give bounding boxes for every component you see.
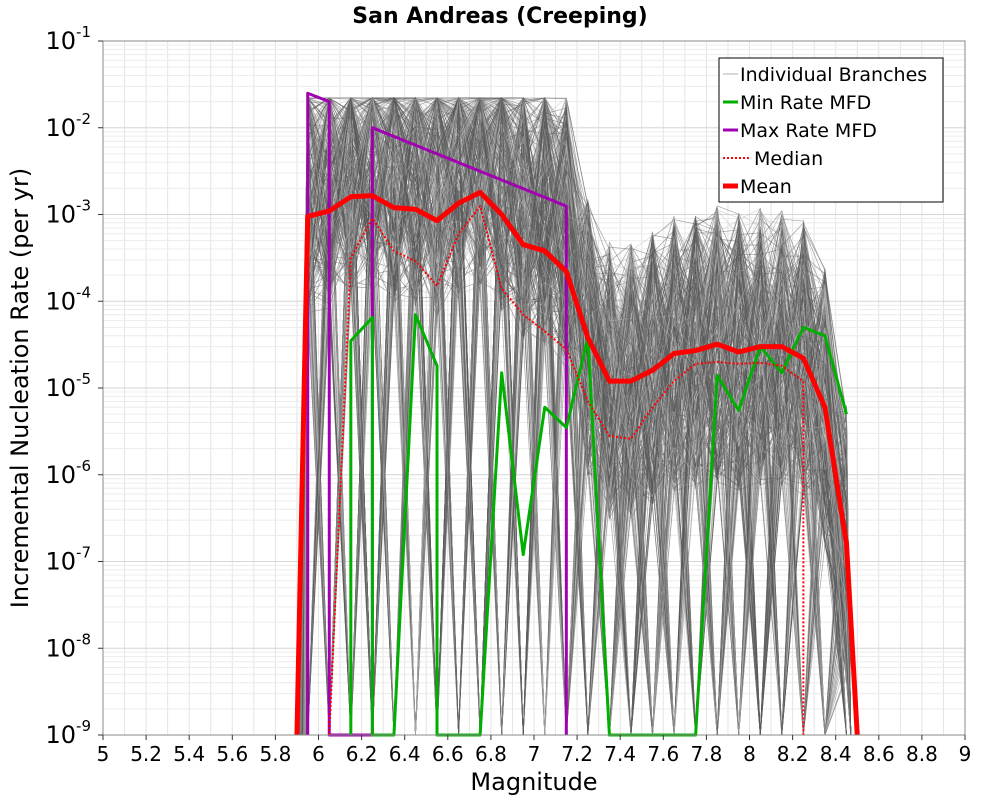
x-axis-title: Magnitude xyxy=(470,768,597,796)
branch-line xyxy=(299,97,852,736)
y-axis-title: Incremental Nucleation Rate (per yr) xyxy=(6,168,34,608)
x-tick-label: 5 xyxy=(97,742,110,766)
x-tick-label: 5.6 xyxy=(216,742,248,766)
legend-label-branches: Individual Branches xyxy=(740,64,927,86)
y-tick-label: 10-7 xyxy=(45,544,91,576)
branch-line xyxy=(305,97,852,736)
x-tick-label: 8 xyxy=(743,742,756,766)
legend-label-max: Max Rate MFD xyxy=(740,120,877,142)
x-tick-label: 6.8 xyxy=(475,742,507,766)
individual-branches xyxy=(296,96,852,736)
branch-line xyxy=(302,97,852,736)
branch-line xyxy=(306,97,852,736)
x-tick-label: 7 xyxy=(528,742,541,766)
x-tick-label: 7.2 xyxy=(561,742,593,766)
x-tick-label: 8.8 xyxy=(906,742,938,766)
branch-line xyxy=(297,97,852,736)
x-axis: 5 5.2 5.4 5.6 5.8 6 6.2 6.4 6.6 6.8 7 7.2 7.4 7.6 7.8 8… xyxy=(97,735,972,766)
branch-line xyxy=(303,97,852,736)
chart-title: San Andreas (Creeping) xyxy=(352,4,647,29)
x-tick-label: 5.8 xyxy=(259,742,291,766)
branch-line xyxy=(303,97,852,736)
branch-line xyxy=(305,97,852,736)
branch-line xyxy=(300,96,852,736)
x-tick-label: 6.2 xyxy=(346,742,378,766)
legend-box xyxy=(718,57,944,203)
x-tick-label: 5.4 xyxy=(173,742,205,766)
x-tick-label: 6 xyxy=(312,742,325,766)
legend-label-median: Median xyxy=(754,148,823,170)
x-tick-label: 6.6 xyxy=(432,742,464,766)
y-tick-label: 10-1 xyxy=(45,23,91,55)
y-tick-label: 10-9 xyxy=(45,717,91,749)
series-mean xyxy=(294,189,860,736)
y-tick-label: 10-8 xyxy=(45,630,91,662)
y-axis: 10-1 10-2 10-3 10-4 10-5 10-6 10-7 10-8 10-9 xyxy=(45,23,103,749)
branch-line xyxy=(303,97,852,736)
branch-line xyxy=(297,97,852,736)
x-tick-label: 6.4 xyxy=(389,742,421,766)
x-tick-label: 7.4 xyxy=(604,742,636,766)
branch-line xyxy=(303,96,852,736)
branch-line xyxy=(307,97,852,736)
y-tick-label: 10-4 xyxy=(45,283,91,315)
branch-line xyxy=(299,97,852,736)
y-tick-label: 10-5 xyxy=(45,370,91,402)
x-tick-label: 8.4 xyxy=(820,742,852,766)
x-tick-label: 5.2 xyxy=(130,742,162,766)
x-tick-label: 7.6 xyxy=(647,742,679,766)
series-median xyxy=(328,205,805,736)
legend-label-mean: Mean xyxy=(740,176,792,198)
branch-line xyxy=(300,97,852,736)
legend: Individual Branches Min Rate MFD Max Rat… xyxy=(718,57,944,203)
y-tick-label: 10-2 xyxy=(45,110,91,142)
branch-line xyxy=(300,98,851,736)
x-tick-label: 8.6 xyxy=(863,742,895,766)
y-tick-label: 10-3 xyxy=(45,197,91,229)
branch-line xyxy=(296,96,851,736)
y-tick-label: 10-6 xyxy=(45,457,91,489)
branch-line xyxy=(298,97,852,736)
x-tick-label: 9 xyxy=(959,742,972,766)
legend-label-min: Min Rate MFD xyxy=(740,92,871,114)
x-tick-label: 8.2 xyxy=(777,742,809,766)
branch-line xyxy=(307,97,851,736)
x-tick-label: 7.8 xyxy=(690,742,722,766)
